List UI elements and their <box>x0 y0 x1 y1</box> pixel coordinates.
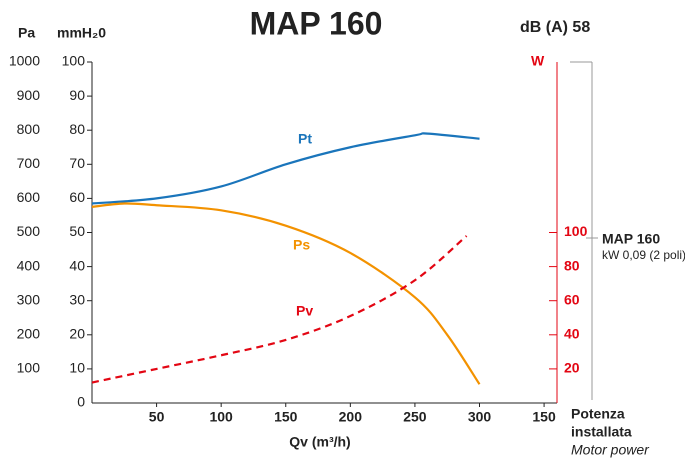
y-tick-label: 600 <box>17 189 41 205</box>
y2-tick-label: 60 <box>564 291 580 307</box>
y2-tick-label: 40 <box>564 326 580 342</box>
y-axis-title: Pa <box>18 25 35 41</box>
y-axis-secondary-title: mmH₂0 <box>57 25 106 41</box>
y-secondary-tick-label: 70 <box>69 155 85 171</box>
y-secondary-tick-label: 90 <box>69 87 85 103</box>
y-tick-label: 400 <box>17 257 41 273</box>
series-label: Pv <box>296 303 313 319</box>
x-tick-label: 100 <box>209 409 233 425</box>
y2-tick-label: 20 <box>564 360 580 376</box>
x-tick-label: 300 <box>468 409 492 425</box>
line <box>91 132 480 205</box>
y-tick-label: 900 <box>17 87 41 103</box>
x-tick-label: 150 <box>532 409 556 425</box>
y-tick-label: 700 <box>17 155 41 171</box>
y-secondary-tick-label: 30 <box>69 291 85 307</box>
power-label: Potenza <box>571 406 625 422</box>
y-secondary-tick-label: 0 <box>77 394 85 410</box>
motor-model: MAP 160 <box>602 231 660 247</box>
x-tick-label: 50 <box>149 409 165 425</box>
power-label-en: Motor power <box>571 442 650 458</box>
y-secondary-tick-label: 20 <box>69 326 85 342</box>
y-secondary-tick-label: 100 <box>62 53 86 69</box>
x-tick-label: 200 <box>339 409 363 425</box>
line <box>91 202 481 385</box>
subtitle: dB (A) 58 <box>520 19 590 36</box>
motor-spec: kW 0,09 (2 poli) <box>602 248 685 262</box>
y-secondary-tick-label: 50 <box>69 223 85 239</box>
series-label: Pt <box>298 131 312 147</box>
y-secondary-tick-label: 60 <box>69 189 85 205</box>
y2-tick-label: 80 <box>564 257 580 273</box>
y-secondary-tick-label: 40 <box>69 257 85 273</box>
y-tick-label: 1000 <box>9 53 40 69</box>
line <box>91 235 468 384</box>
y-secondary-tick-label: 80 <box>69 121 85 137</box>
series-label: Ps <box>293 237 310 253</box>
y-tick-label: 200 <box>17 326 41 342</box>
x-tick-label: 150 <box>274 409 298 425</box>
power-label: installata <box>571 424 632 440</box>
y-tick-label: 100 <box>17 360 41 376</box>
y-tick-label: 800 <box>17 121 41 137</box>
y-secondary-tick-label: 10 <box>69 360 85 376</box>
y2-axis-title: W <box>531 53 545 69</box>
y-tick-label: 300 <box>17 291 41 307</box>
x-axis-title: Qv (m³/h) <box>289 434 350 450</box>
y-tick-label: 500 <box>17 223 41 239</box>
x-tick-label: 250 <box>403 409 427 425</box>
chart-title: MAP 160 <box>250 5 383 41</box>
y2-tick-label: 100 <box>564 223 588 239</box>
